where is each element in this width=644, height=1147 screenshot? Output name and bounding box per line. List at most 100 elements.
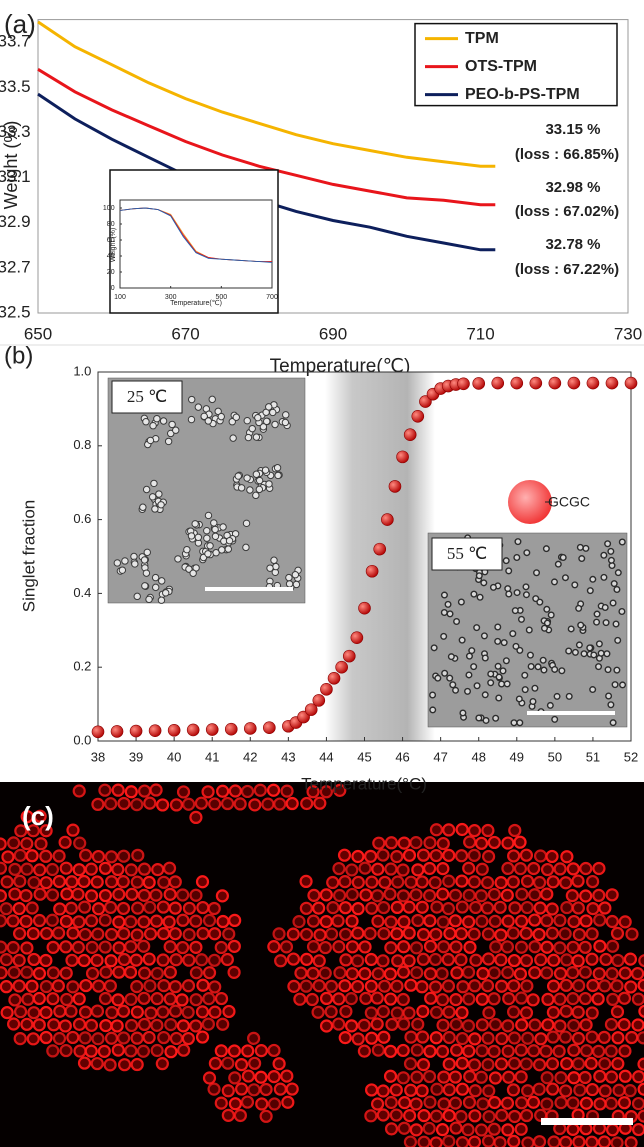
particle (502, 890, 513, 901)
particle (488, 680, 494, 686)
particle (573, 1007, 584, 1018)
particle (554, 694, 560, 700)
particle (22, 994, 33, 1005)
particle (580, 993, 591, 1004)
particle (437, 994, 448, 1005)
particle (385, 942, 396, 953)
data-point (457, 378, 469, 390)
particle (451, 1045, 462, 1056)
y-tick-label: 0.8 (73, 437, 91, 452)
particle (443, 903, 454, 914)
particle (99, 1046, 110, 1057)
particle (171, 954, 182, 965)
particle (430, 692, 436, 698)
particle (612, 1058, 623, 1069)
particle (286, 574, 292, 580)
particle (508, 980, 519, 991)
particle (105, 798, 116, 809)
particle (542, 1019, 553, 1030)
particle (513, 644, 519, 650)
particle (100, 915, 111, 926)
particle (548, 1136, 559, 1147)
particle (425, 968, 436, 979)
particle (192, 521, 198, 527)
particle (105, 902, 116, 913)
particle (14, 980, 25, 991)
particle (639, 1059, 644, 1070)
particle (204, 915, 215, 926)
particle (378, 928, 389, 939)
particle (561, 1006, 572, 1017)
particle (615, 638, 621, 644)
particle (411, 1124, 422, 1135)
particle (141, 557, 147, 563)
legend-label: OTS-TPM (465, 58, 537, 75)
particle (249, 425, 255, 431)
particle (226, 538, 232, 544)
particle (605, 541, 611, 547)
y-tick-label: 32.5 (0, 302, 31, 321)
particle (100, 1020, 111, 1031)
particle (444, 928, 455, 939)
particle (73, 889, 84, 900)
particle (385, 1071, 396, 1082)
particle (405, 1058, 416, 1069)
data-point (187, 724, 199, 736)
particle (183, 1033, 194, 1044)
particle (405, 980, 416, 991)
y-tick-label: 100 (103, 205, 115, 212)
particle (483, 1085, 494, 1096)
particle (100, 942, 111, 953)
particle (222, 798, 233, 809)
particle (54, 876, 65, 887)
particle (568, 942, 579, 953)
particle (158, 597, 164, 603)
particle (92, 955, 103, 966)
particle (60, 1020, 71, 1031)
particle (106, 1033, 117, 1044)
particle (47, 864, 58, 875)
particle (613, 1085, 624, 1096)
x-tick-label: 48 (471, 749, 485, 764)
particle (339, 850, 350, 861)
particle (138, 1046, 149, 1057)
data-point (389, 480, 401, 492)
particle (438, 1072, 449, 1083)
particle (292, 572, 298, 578)
particle (541, 1046, 552, 1057)
particle (470, 955, 481, 966)
particle (27, 902, 38, 913)
particle (379, 981, 390, 992)
particle (528, 1045, 539, 1056)
particle (171, 1033, 182, 1044)
particle (392, 955, 403, 966)
particle (340, 902, 351, 913)
particle (464, 837, 475, 848)
particle (542, 942, 553, 953)
particle (514, 590, 520, 596)
particle (482, 692, 488, 698)
particle (464, 890, 475, 901)
particle (92, 929, 103, 940)
particle (430, 707, 436, 713)
data-point (336, 661, 348, 673)
particle (573, 955, 584, 966)
particle (327, 877, 338, 888)
x-tick-label: 44 (319, 749, 333, 764)
x-tick-label: 39 (129, 749, 143, 764)
particle (587, 1084, 598, 1095)
data-point (568, 377, 580, 389)
particle (555, 863, 566, 874)
particle (86, 1046, 97, 1057)
particle (256, 486, 262, 492)
particle (619, 1097, 630, 1108)
particle (386, 1123, 397, 1134)
particle (47, 915, 58, 926)
particle (274, 1058, 285, 1069)
particle (519, 617, 525, 623)
particle (281, 941, 292, 952)
particle (544, 606, 550, 612)
particle (184, 903, 195, 914)
particle (469, 850, 480, 861)
particle (386, 1019, 397, 1030)
